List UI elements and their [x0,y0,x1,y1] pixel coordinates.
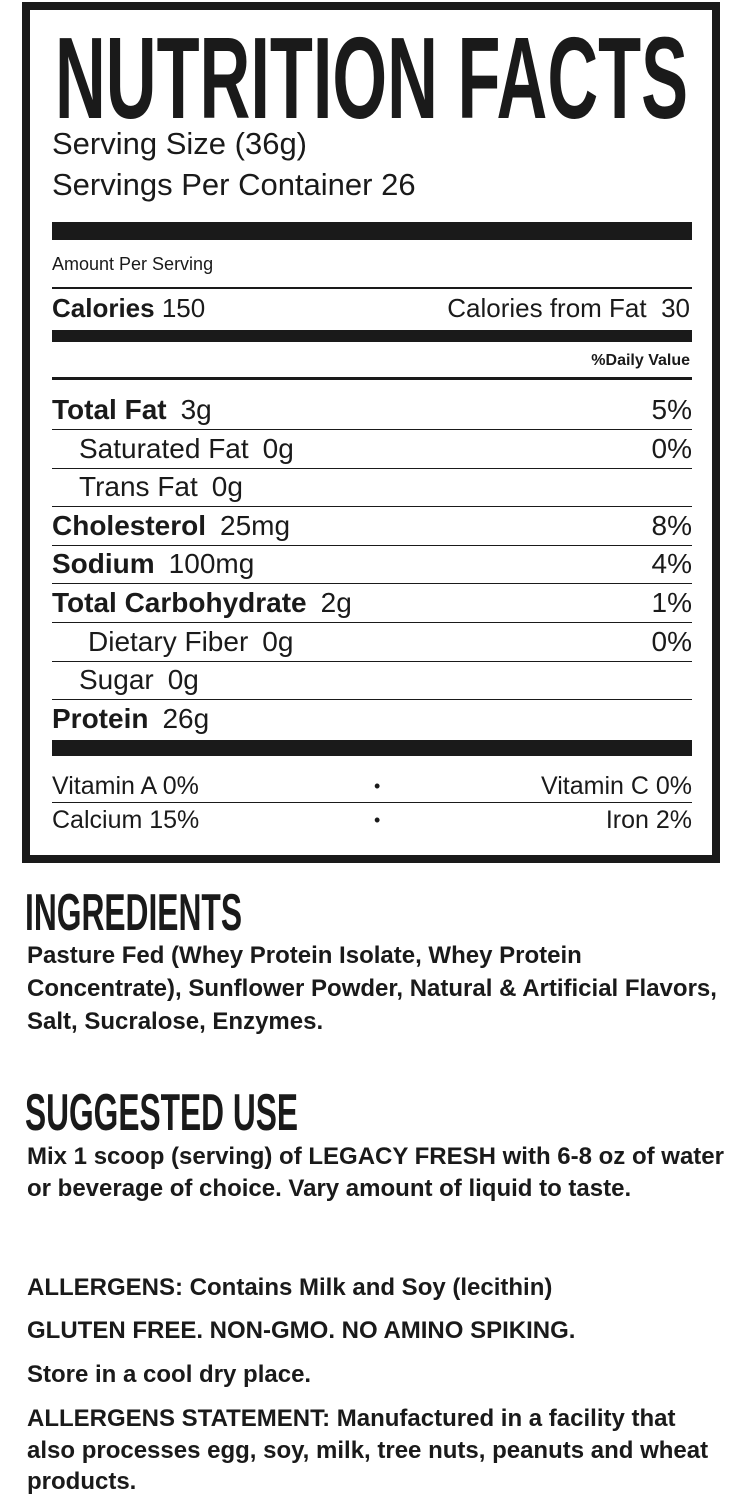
note: ALLERGENS STATEMENT: Manufactured in a f… [27,1405,709,1495]
nutrient-row: Total Fat 3g 5% [52,391,692,429]
nutrient-row: Trans Fat 0g [52,468,692,506]
ingredients-heading: INGREDIENTS [25,884,242,940]
suggested-use-heading-svg: SUGGESTED USE [25,1084,298,1140]
calories-from-fat-label: Calories from Fat [447,293,647,323]
ingredients-heading-svg: INGREDIENTS [25,884,242,940]
nutrient-name: Dietary Fiber [88,625,249,657]
rule [52,467,692,469]
nutrient-amount: 0g [262,432,294,464]
rule [52,287,692,289]
nutrient-dv: 0% [651,432,692,464]
suggested-use-heading: SUGGESTED USE [25,1084,298,1140]
rule [52,699,692,701]
thick-rule [52,740,692,756]
note: Store in a cool dry place. [27,1361,312,1388]
servings-per-container: Servings Per Container 26 [52,167,416,202]
nutrient-row: Sugar 0g [52,661,692,699]
nutrient-amount: 25mg [220,509,291,541]
nutrient-amount: 0g [167,664,199,696]
rule [52,506,692,508]
nutrient-name: Sodium [52,548,155,580]
nutrient-row: Cholesterol 25mg 8% [52,507,692,545]
thick-rule [52,222,692,240]
rule [52,583,692,585]
calories: Calories 150 [52,293,205,324]
nutrient-amount: 100mg [168,548,255,580]
label-border [22,2,720,863]
nutrient-amount: 2g [320,587,352,618]
serving-size: Serving Size (36g) [52,126,308,161]
ingredients-text: Pasture Fed (Whey Protein Isolate, Whey … [27,942,717,1035]
thick-rule [52,330,692,342]
nutrient-amount: 0g [211,471,243,503]
nutrient-row: Protein 26g [52,700,692,738]
vitamin-row: Calcium 15% • Iron 2% [52,804,692,836]
rule [52,802,692,803]
vitamin-separator: • [374,809,381,830]
nutrient-name: Total Carbohydrate [52,587,307,618]
rule [52,544,692,546]
vitamin-row: Vitamin A 0% • Vitamin C 0% [52,770,692,802]
title-svg: NUTRITION FACTS [55,13,688,140]
nutrient-dv: 1% [651,587,692,618]
nutrient-row: Saturated Fat 0g 0% [52,430,692,468]
nutrient-dv: 0% [651,625,692,657]
vitamin-left: Calcium 15% [52,805,200,834]
nutrient-amount: 26g [162,702,210,734]
calories-from-fat: Calories from Fat 30 [447,293,690,324]
calories-label: Calories [52,293,155,323]
nutrient-name: Total Fat [52,394,167,425]
nutrient-row: Sodium 100mg 4% [52,545,692,583]
nutrient-name: Protein [52,702,149,734]
rule [52,429,692,430]
calories-from-fat-value: 30 [661,293,690,323]
note: ALLERGENS: Contains Milk and Soy (lecith… [27,1274,553,1301]
nutrient-amount: 3g [180,394,212,425]
vitamin-right: Vitamin C 0% [541,771,692,800]
rule [52,660,692,662]
vitamin-left: Vitamin A 0% [52,771,199,800]
suggested-use-text: Mix 1 scoop (serving) of LEGACY FRESH wi… [27,1143,724,1202]
daily-value-header: %Daily Value [591,352,690,369]
vitamin-right: Iron 2% [605,805,692,834]
nutrient-name: Sugar [79,664,154,696]
title: NUTRITION FACTS [55,13,688,140]
amount-per-serving: Amount Per Serving [52,254,214,274]
nutrient-name: Saturated Fat [79,432,249,464]
nutrient-name: Trans Fat [79,471,198,503]
nutrient-row: Total Carbohydrate 2g 1% [52,584,692,622]
nutrient-amount: 0g [262,625,294,657]
nutrient-dv: 4% [651,548,692,580]
rule [52,622,692,623]
nutrient-row: Dietary Fiber 0g 0% [52,623,692,661]
nutrient-dv: 8% [651,509,692,541]
rule [52,377,692,380]
nutrient-dv: 5% [651,394,692,425]
note: GLUTEN FREE. NON-GMO. NO AMINO SPIKING. [27,1317,576,1344]
vitamin-separator: • [374,775,381,796]
calories-value: 150 [161,293,206,323]
nutrient-name: Cholesterol [52,509,207,541]
